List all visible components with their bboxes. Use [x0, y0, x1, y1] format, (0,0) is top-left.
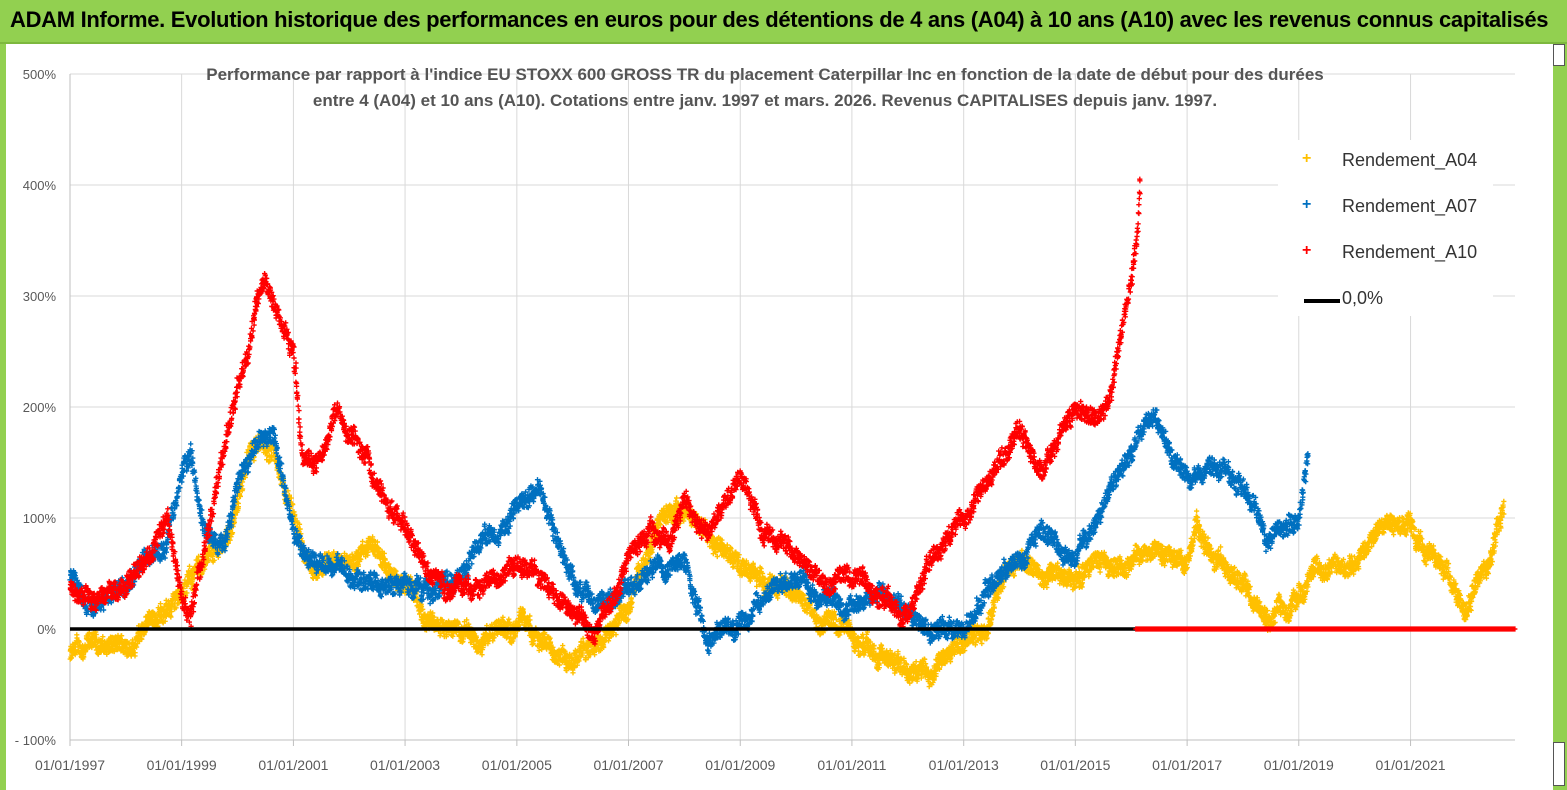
- report-title: ADAM Informe. Evolution historique des p…: [10, 7, 1549, 32]
- report-banner: ADAM Informe. Evolution historique des p…: [0, 0, 1567, 44]
- x-tick-label: 01/01/2005: [482, 757, 552, 773]
- x-tick-label: 01/01/2011: [817, 757, 886, 773]
- chart-points: [67, 176, 1507, 690]
- frame-left-border: [0, 44, 6, 790]
- legend-label-zero: 0,0%: [1342, 288, 1384, 308]
- flat-zero-points: [1133, 626, 1518, 632]
- x-tick-label: 01/01/2001: [258, 757, 328, 773]
- chart-legend: + Rendement_A04 + Rendement_A07 + Rendem…: [1278, 140, 1493, 316]
- x-tick-label: 01/01/1997: [35, 757, 105, 773]
- scroll-handle-top[interactable]: [1553, 44, 1565, 66]
- x-tick-label: 01/01/2017: [1152, 757, 1222, 773]
- x-axis-labels: 01/01/1997 01/01/1999 01/01/2001 01/01/2003…: [35, 757, 1446, 773]
- y-tick-label: 200%: [23, 400, 57, 415]
- x-tick-label: 01/01/2009: [705, 757, 775, 773]
- y-tick-label: - 100%: [15, 733, 57, 748]
- x-tick-label: 01/01/2015: [1040, 757, 1110, 773]
- legend-label-a07: Rendement_A07: [1342, 196, 1478, 216]
- y-axis-labels: - 100% 0% 100% 200% 300% 400% 500%: [15, 67, 57, 748]
- series-Rendement_A10: [67, 176, 1143, 647]
- y-tick-label: 500%: [23, 67, 57, 82]
- x-tick-label: 01/01/2007: [593, 757, 663, 773]
- y-tick-label: 100%: [23, 511, 57, 526]
- y-tick-label: 0%: [37, 622, 56, 637]
- legend-item-a10: + Rendement_A10: [1278, 238, 1493, 268]
- plus-marker-icon: +: [1302, 242, 1312, 259]
- point-markers-Rendement_A10: [67, 176, 1143, 647]
- plus-marker-icon: +: [1302, 150, 1312, 167]
- plus-marker-icon: +: [1302, 196, 1312, 213]
- line-marker-icon: [1304, 299, 1340, 303]
- scroll-handle-bottom[interactable]: [1553, 742, 1565, 786]
- x-tick-label: 01/01/2003: [370, 757, 440, 773]
- chart-title-line1: Performance par rapport à l'indice EU ST…: [206, 65, 1324, 84]
- legend-label-a04: Rendement_A04: [1342, 150, 1478, 170]
- point-markers-Rendement_A04: [67, 430, 1507, 690]
- x-tick-label: 01/01/2013: [929, 757, 999, 773]
- zero-line-layer: [70, 626, 1518, 632]
- y-tick-label: 400%: [23, 178, 57, 193]
- legend-label-a10: Rendement_A10: [1342, 242, 1478, 262]
- y-tick-label: 300%: [23, 289, 57, 304]
- frame-right-border: [1551, 44, 1567, 790]
- chart-title: Performance par rapport à l'indice EU ST…: [150, 62, 1380, 114]
- series-Rendement_A04: [67, 430, 1507, 690]
- legend-item-a04: + Rendement_A04: [1278, 146, 1493, 176]
- x-tick-label: 01/01/1999: [147, 757, 217, 773]
- x-tick-label: 01/01/2021: [1376, 757, 1446, 773]
- x-tick-label: 01/01/2019: [1264, 757, 1334, 773]
- legend-item-zero: 0,0%: [1278, 284, 1493, 314]
- legend-item-a07: + Rendement_A07: [1278, 192, 1493, 222]
- chart-title-line2: entre 4 (A04) et 10 ans (A10). Cotations…: [312, 91, 1218, 110]
